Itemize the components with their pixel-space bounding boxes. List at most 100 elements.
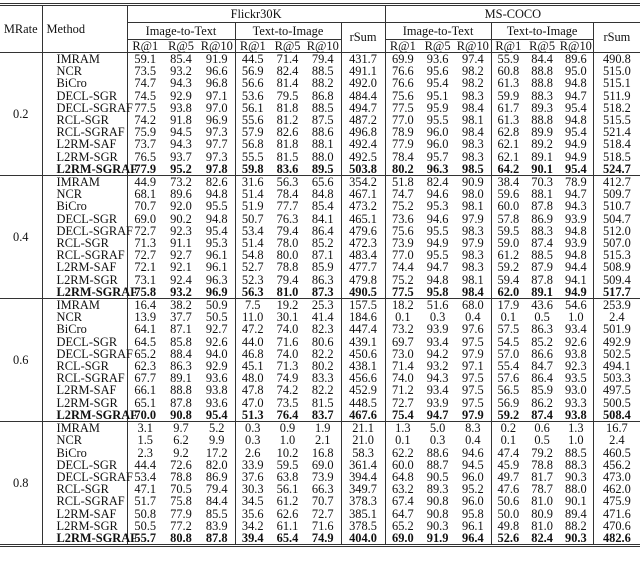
value-cell: 62.1	[497, 137, 520, 152]
method-cell: DECL-SGRAF	[42, 225, 133, 237]
value-cell: 95.2	[170, 161, 192, 176]
value-cell: 59.9	[497, 88, 520, 103]
value-cell: 97.7	[199, 138, 236, 151]
value-cell: 96.1	[199, 261, 236, 274]
value-cell: 68.1	[134, 187, 157, 202]
value-cell: 95.4	[559, 102, 594, 114]
value-cell: 61.3	[497, 76, 520, 91]
value-cell: 94.7	[559, 188, 594, 201]
value-cell: 74.9	[276, 371, 299, 386]
value-cell: 85.5	[199, 507, 236, 520]
value-cell: 82.4	[276, 64, 299, 79]
value-cell: 0.4	[455, 434, 492, 447]
value-cell: 88.3	[531, 223, 553, 238]
value-cell: 8.3	[455, 421, 492, 435]
value-cell: 63.8	[276, 469, 299, 484]
method-cell: BiCro	[42, 200, 128, 213]
value-cell: 95.3	[199, 237, 236, 249]
value-cell: 515.5	[602, 113, 631, 128]
value-cell: 94.9	[559, 150, 594, 163]
value-cell: 349.7	[341, 483, 386, 495]
value-cell: 45.9	[497, 457, 520, 472]
value-cell: 487.2	[341, 114, 386, 126]
table-row: BiCro 74.7 94.3 96.8 56.6 81.4 88.2 492.0 76.6 95…	[0, 76, 640, 91]
metric-header: R@10	[559, 38, 594, 53]
value-cell: 96.3	[199, 273, 236, 286]
value-cell: 1.0	[279, 433, 296, 448]
value-cell: 56.3	[270, 175, 305, 189]
value-cell: 97.1	[455, 360, 492, 372]
value-cell: 60.8	[497, 64, 520, 79]
value-cell: 82.2	[305, 384, 342, 397]
value-cell: 78.8	[276, 260, 299, 275]
value-cell: 494.1	[602, 359, 631, 374]
value-cell: 89.5	[305, 163, 342, 176]
table-row: L2RM-SGR 65.1 87.8 93.6 47.0 73.5 81.5 448.5 72.…	[0, 396, 640, 409]
value-cell: 96.3	[426, 161, 449, 176]
value-cell: 58.3	[341, 446, 386, 459]
value-cell: 92.3	[170, 223, 192, 238]
value-cell: 69.0	[134, 211, 157, 226]
value-cell: 94.6	[426, 187, 449, 202]
metric-header: R@10	[455, 39, 492, 53]
value-cell: 34.5	[241, 494, 264, 509]
table-row: NCR 73.5 93.2 96.6 56.9 82.4 88.5 491.1 76.6 95.6…	[0, 64, 640, 79]
value-cell: 82.6	[276, 125, 299, 140]
value-cell: 81.0	[531, 518, 553, 533]
value-cell: 52.3	[241, 272, 264, 287]
value-cell: 94.8	[199, 212, 236, 225]
value-cell: 77.7	[276, 199, 299, 214]
value-cell: 0.2	[491, 421, 526, 435]
value-cell: 77.9	[134, 161, 157, 176]
value-cell: 510.7	[602, 199, 631, 214]
value-cell: 78.8	[170, 469, 192, 484]
value-cell: 94.8	[559, 114, 594, 126]
value-cell: 85.9	[531, 383, 553, 398]
coco-rsum-header: rSum	[593, 22, 640, 53]
value-cell: 94.8	[559, 225, 594, 237]
value-cell: 90.9	[455, 175, 492, 189]
value-cell: 92.4	[170, 272, 192, 287]
value-cell: 9.9	[199, 434, 236, 447]
value-cell: 511.9	[603, 88, 631, 103]
value-cell: 81.5	[276, 149, 299, 164]
table-row: L2RM-SGR 50.5 77.2 83.9 34.2 61.1 71.6 378.5 65.…	[0, 518, 640, 533]
value-cell: 93.4	[426, 383, 449, 398]
value-cell: 93.9	[559, 212, 594, 225]
value-cell: 76.3	[276, 211, 299, 226]
value-cell: 412.7	[593, 175, 640, 189]
table-row: 0.8 IMRAM 3.1 9.7 5.2 0.3 0.9 1.9 21.1 1.3 5.0 8.3 0…	[0, 421, 640, 546]
table-row: DECL-SGRAF 65.2 88.4 94.0 46.8 74.0 82.2 450.6 7…	[0, 348, 640, 360]
value-cell: 88.0	[559, 483, 594, 495]
value-cell: 97.9	[455, 348, 492, 360]
value-cell: 470.6	[602, 518, 631, 533]
value-cell: 54.5	[497, 334, 520, 349]
method-cell: L2RM-SAF	[42, 384, 128, 397]
value-cell: 90.8	[426, 506, 449, 521]
value-cell: 65.6	[305, 175, 342, 189]
method-cell: BiCro	[42, 323, 128, 336]
value-cell: 81.4	[276, 76, 299, 91]
value-cell: 95.5	[199, 200, 236, 213]
value-cell: 92.3	[559, 360, 594, 372]
value-cell: 75.6	[392, 223, 414, 238]
value-cell: 94.9	[559, 286, 594, 299]
value-cell: 60.0	[497, 199, 520, 214]
value-cell: 88.1	[305, 138, 342, 151]
value-cell: 88.6	[426, 445, 449, 460]
value-cell: 25.3	[305, 298, 342, 312]
value-cell: 68.0	[455, 298, 492, 312]
value-cell: 84.8	[305, 188, 342, 201]
value-cell: 62.1	[497, 149, 520, 164]
value-cell: 97.9	[455, 212, 492, 225]
value-cell: 7.5	[235, 298, 270, 312]
method-cell: RCL-SGR	[42, 114, 128, 126]
value-cell: 49.7	[497, 469, 520, 484]
value-cell: 90.3	[426, 518, 449, 533]
value-cell: 81.2	[276, 113, 299, 128]
value-cell: 521.4	[602, 125, 631, 140]
mrate-cell: 0.8	[0, 421, 43, 546]
value-cell: 51.4	[241, 187, 264, 202]
value-cell: 80.2	[305, 360, 342, 372]
value-cell: 94.9	[426, 236, 449, 251]
